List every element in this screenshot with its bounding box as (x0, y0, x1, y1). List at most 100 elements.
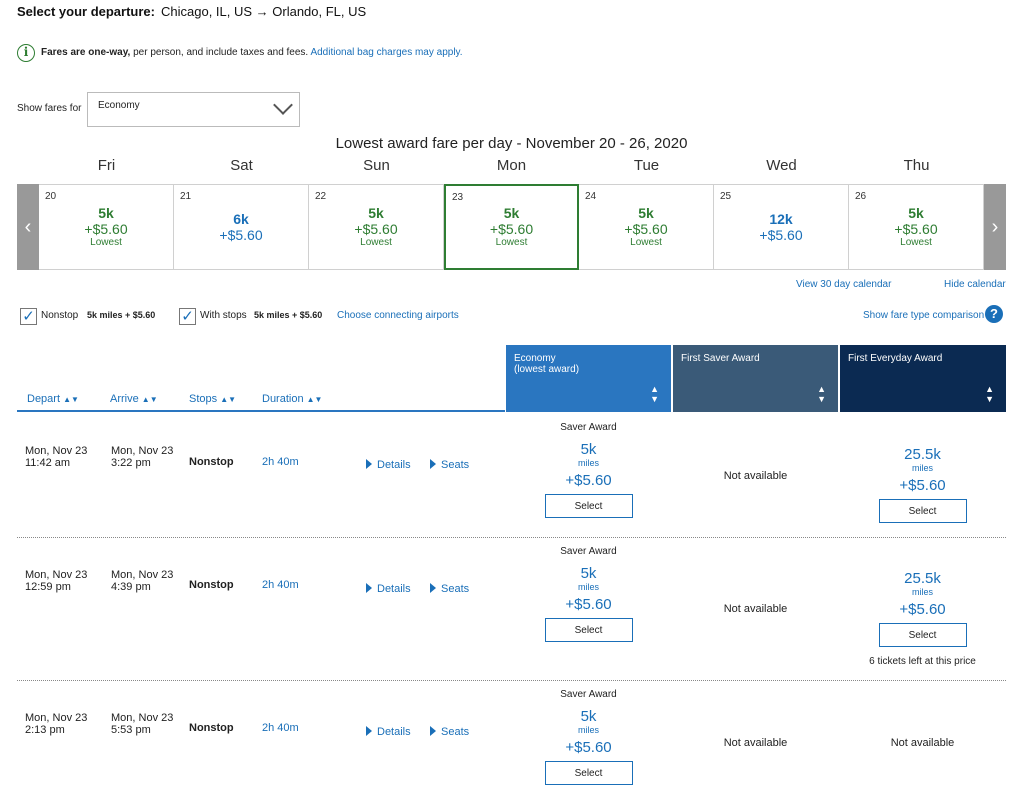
fare-miles: 5k (580, 708, 597, 725)
fare-unit: miles (911, 587, 933, 597)
stops-value: Nonstop (189, 456, 234, 468)
calendar-date: 24 (585, 191, 597, 202)
first-everyday-column-header[interactable]: First Everyday Award ▲ ▼ (840, 345, 1006, 412)
hide-calendar-link[interactable]: Hide calendar (944, 279, 1006, 290)
arrive-date: Mon, Nov 23 (111, 712, 174, 724)
help-question-icon[interactable]: ? (985, 305, 1003, 323)
sort-depart[interactable]: Depart ▲▼ (27, 393, 79, 405)
calendar-day-20[interactable]: 20 5k +$5.60 Lowest (39, 184, 174, 270)
calendar-miles: 5k (908, 205, 924, 221)
fare-miles: 25.5k (904, 570, 941, 587)
economy-fare: Saver Award 5k miles +$5.60 Select (506, 422, 671, 518)
calendar-miles: 5k (638, 205, 654, 221)
fare-class-select[interactable]: Economy (87, 92, 300, 127)
calendar-day-23-selected[interactable]: 23 5k +$5.60 Lowest (444, 184, 579, 270)
depart-date: Mon, Nov 23 (25, 569, 88, 581)
select-button[interactable]: Select (878, 499, 967, 523)
sort-arrive[interactable]: Arrive ▲▼ (110, 393, 158, 405)
calendar-day-22[interactable]: 22 5k +$5.60 Lowest (309, 184, 444, 270)
sort-stops[interactable]: Stops ▲▼ (189, 393, 236, 405)
details-link[interactable]: Details (366, 583, 411, 595)
dow-fri: Fri (97, 157, 116, 174)
seats-link[interactable]: Seats (430, 459, 469, 471)
expand-triangle-icon (366, 459, 372, 469)
calendar-price: +$5.60 (489, 221, 534, 237)
select-button[interactable]: Select (878, 623, 967, 647)
route-text: Chicago, IL, US → Orlando, FL, US (161, 4, 367, 19)
fare-price: +$5.60 (565, 739, 612, 756)
first-saver-fare: Not available (723, 470, 788, 482)
fare-price: +$5.60 (899, 601, 946, 618)
economy-column-header[interactable]: Economy (lowest award) ▲ ▼ (506, 345, 671, 412)
depart-header: Depart (27, 393, 61, 405)
depart-date: Mon, Nov 23 (25, 712, 88, 724)
calendar-lowest: Lowest (90, 237, 122, 248)
dow-mon: Mon (496, 157, 527, 174)
sort-arrows-icon: ▲▼ (306, 395, 323, 404)
depart-time: 11:42 am (25, 457, 71, 469)
fare-miles: 5k (580, 441, 597, 458)
bag-charges-link[interactable]: Additional bag charges may apply. (310, 47, 463, 58)
calendar-date: 26 (855, 191, 867, 202)
details-link[interactable]: Details (366, 726, 411, 738)
fare-unit: miles (577, 725, 599, 735)
select-button[interactable]: Select (544, 494, 633, 518)
fare-type: Saver Award (560, 546, 617, 557)
arrive-time: 4:39 pm (111, 581, 151, 593)
with-stops-checkbox[interactable]: ✓ (179, 308, 196, 325)
arrive-header: Arrive (110, 393, 139, 405)
with-stops-value: 5k miles + $5.60 (254, 310, 323, 320)
calendar-miles: 5k (503, 205, 520, 221)
sort-arrows-icon: ▲▼ (141, 395, 158, 404)
arrive-time: 5:53 pm (111, 724, 151, 736)
nonstop-checkbox[interactable]: ✓ (20, 308, 37, 325)
details-link[interactable]: Details (366, 459, 411, 471)
view-30-day-calendar-link[interactable]: View 30 day calendar (796, 279, 892, 290)
first-saver-fare: Not available (723, 737, 788, 749)
page-title: Select your departure: Chicago, IL, US → … (17, 4, 366, 19)
sort-arrows-icon: ▲▼ (63, 395, 79, 404)
arrive-date: Mon, Nov 23 (111, 569, 174, 581)
show-fares-label: Show fares for (17, 103, 82, 114)
select-button[interactable]: Select (544, 761, 633, 785)
calendar-date: 25 (720, 191, 732, 202)
chevron-left-icon: ‹ (24, 215, 32, 238)
expand-triangle-icon (430, 726, 436, 736)
duration-value: 2h 40m (262, 456, 299, 468)
chevron-right-icon: › (991, 215, 999, 238)
fare-type: Saver Award (560, 689, 617, 700)
first-everyday-fare: 25.5k miles +$5.60 Select (840, 422, 1005, 523)
first-everyday-fare: 25.5k miles +$5.60 Select 6 tickets left… (840, 546, 1005, 668)
calendar-date: 22 (315, 191, 327, 202)
with-stops-label: With stops (200, 310, 247, 321)
seats-link[interactable]: Seats (430, 726, 469, 738)
details-label: Details (377, 583, 411, 595)
fare-miles: 25.5k (904, 446, 941, 463)
duration-value: 2h 40m (262, 579, 299, 591)
select-button[interactable]: Select (544, 618, 633, 642)
calendar-day-25[interactable]: 25 12k +$5.60 (714, 184, 849, 270)
fare-type-comparison-link[interactable]: Show fare type comparison (863, 310, 985, 321)
stops-header: Stops (189, 393, 218, 405)
row-divider (17, 537, 1006, 538)
calendar-day-24[interactable]: 24 5k +$5.60 Lowest (579, 184, 714, 270)
economy-header-label: Economy (514, 353, 556, 364)
calendar-lowest: Lowest (360, 237, 392, 248)
info-icon: i (17, 44, 35, 62)
calendar-next-button[interactable]: › (984, 184, 1006, 270)
fare-notice: Fares are one-way, per person, and inclu… (41, 47, 463, 58)
calendar-miles: 5k (98, 205, 114, 221)
expand-triangle-icon (366, 726, 372, 736)
arrive-date: Mon, Nov 23 (111, 445, 174, 457)
seats-link[interactable]: Seats (430, 583, 469, 595)
sort-duration[interactable]: Duration ▲▼ (262, 393, 322, 405)
calendar-prev-button[interactable]: ‹ (17, 184, 39, 270)
first-everyday-fare: Not available (890, 737, 955, 749)
first-saver-column-header[interactable]: First Saver Award ▲ ▼ (673, 345, 838, 412)
calendar-day-21[interactable]: 21 6k +$5.60 (174, 184, 309, 270)
calendar-price: +$5.60 (219, 227, 263, 243)
calendar-lowest: Lowest (630, 237, 662, 248)
choose-connecting-airports-link[interactable]: Choose connecting airports (337, 310, 459, 321)
calendar-day-26[interactable]: 26 5k +$5.60 Lowest (849, 184, 984, 270)
economy-fare: Saver Award 5k miles +$5.60 Select (506, 689, 671, 785)
